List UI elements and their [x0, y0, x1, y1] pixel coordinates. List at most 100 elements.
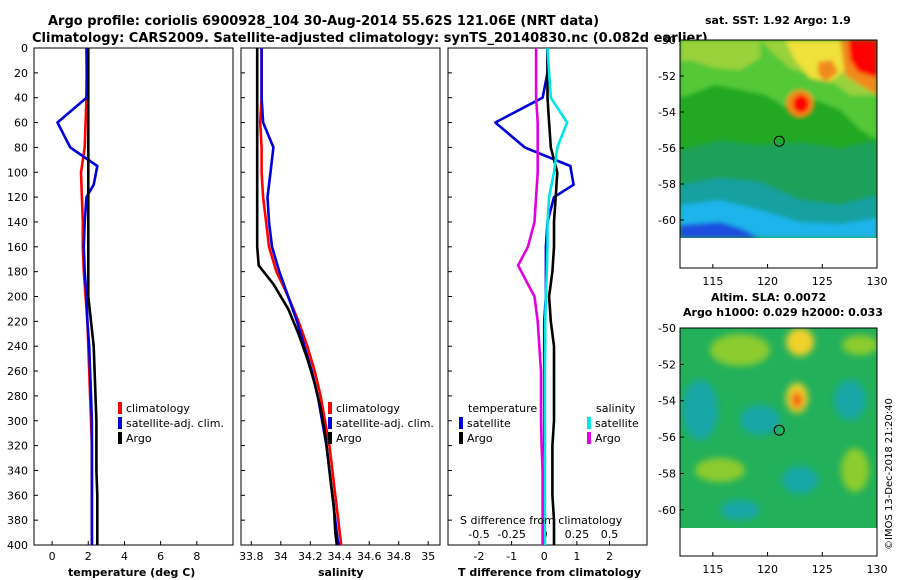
depth-tick-label: 180	[7, 266, 28, 279]
salinity-xlabel: salinity	[318, 566, 364, 579]
x-tick-label: 8	[193, 550, 200, 563]
x-tick-label: 34.8	[386, 550, 411, 563]
legend-climatology-swatch	[328, 402, 332, 414]
title-line2: Climatology: CARS2009. Satellite-adjuste…	[32, 31, 708, 46]
legend-s-argo: Argo	[595, 432, 621, 445]
depth-tick-label: 220	[7, 315, 28, 328]
legend-satellite: satellite-adj. clim.	[336, 417, 434, 430]
depth-tick-label: 380	[7, 514, 28, 527]
map-lat-label: -52	[658, 358, 676, 371]
legend-s-satellite-swatch	[587, 417, 591, 429]
depth-tick-label: 0	[21, 42, 28, 55]
sla-argo-location-marker	[773, 424, 785, 436]
map-lat-label: -54	[658, 395, 676, 408]
depth-tick-label: 100	[7, 166, 28, 179]
sla-map-title-1: Altim. SLA: 0.0072	[711, 291, 826, 304]
x-tick-label: 2	[606, 550, 613, 563]
difference-series	[493, 47, 575, 545]
map-lon-label: 130	[867, 275, 888, 288]
sst-map-title: sat. SST: 1.92 Argo: 1.9	[705, 14, 851, 27]
x-tick-label: 34	[274, 550, 288, 563]
map-lon-label: 115	[702, 275, 723, 288]
sla-map	[679, 327, 878, 557]
map-lon-label: 125	[812, 275, 833, 288]
salinity-diff-ticks: -0.5 -0.25 0 0.25 0.5	[468, 528, 618, 541]
salinity-x-ticks: 33.8 34 34.2 34.4 34.6 34.8 35	[239, 541, 435, 563]
legend-t-satellite: satellite	[467, 417, 511, 430]
depth-tick-label: 160	[7, 241, 28, 254]
legend-t-satellite-swatch	[459, 417, 463, 429]
legend-salinity-title: salinity	[596, 402, 636, 415]
s-diff-tick-label: 0.25	[565, 528, 590, 541]
map-lat-label: -60	[658, 504, 676, 517]
sst-map-ticks: 115 120 125 130 -50 -52 -54 -56 -58 -60	[658, 34, 887, 288]
map-lat-label: -50	[658, 322, 676, 335]
x-tick-label: 2	[85, 550, 92, 563]
x-tick-label: 0	[49, 550, 56, 563]
legend-satellite-swatch	[118, 417, 122, 429]
x-tick-label: 34.2	[298, 550, 323, 563]
legend-s-argo-swatch	[587, 432, 591, 444]
map-lat-label: -50	[658, 34, 676, 47]
depth-tick-label: 300	[7, 415, 28, 428]
depth-tick-label: 80	[14, 141, 28, 154]
x-tick-label: 34.4	[328, 550, 353, 563]
map-lat-label: -52	[658, 70, 676, 83]
difference-panel-frame	[447, 47, 648, 546]
x-tick-label: 0	[541, 550, 548, 563]
salinity-legend: climatology satellite-adj. clim. Argo	[328, 402, 434, 445]
depth-tick-label: 200	[7, 291, 28, 304]
depth-tick-label: 140	[7, 216, 28, 229]
legend-t-argo: Argo	[467, 432, 493, 445]
depth-tick-label: 320	[7, 440, 28, 453]
x-tick-label: 33.8	[239, 550, 264, 563]
x-tick-label: -1	[506, 550, 517, 563]
legend-argo: Argo	[126, 432, 152, 445]
difference-legend: temperature satellite Argo salinity sate…	[459, 402, 639, 445]
legend-satellite: satellite-adj. clim.	[126, 417, 224, 430]
legend-argo-swatch	[118, 432, 122, 444]
x-tick-label: 34.6	[357, 550, 382, 563]
legend-t-argo-swatch	[459, 432, 463, 444]
depth-tick-label: 400	[7, 539, 28, 552]
difference-x-ticks: -2 -1 0 1 2	[474, 541, 613, 563]
temperature-xlabel: temperature (deg C)	[68, 566, 195, 579]
sla-map-ticks: 115 120 125 130 -50 -52 -54 -56 -58 -60	[658, 322, 887, 576]
sla-map-title-2: Argo h1000: 0.029 h2000: 0.033	[683, 306, 883, 319]
map-lat-label: -54	[658, 106, 676, 119]
salinity-panel-frame	[240, 47, 441, 546]
map-lon-label: 120	[757, 275, 778, 288]
legend-climatology-swatch	[118, 402, 122, 414]
sal-series-satellite-adj-clim-	[260, 48, 340, 546]
x-tick-label: -2	[474, 550, 485, 563]
temperature-legend: climatology satellite-adj. clim. Argo	[118, 402, 224, 445]
sst-map	[679, 39, 878, 269]
map-lat-label: -60	[658, 214, 676, 227]
map-lon-label: 130	[867, 563, 888, 576]
salinity-diff-axis-label: S difference from climatology	[460, 514, 623, 527]
map-lat-label: -58	[658, 178, 676, 191]
map-lat-label: -56	[658, 142, 676, 155]
x-tick-label: 4	[121, 550, 128, 563]
depth-tick-label: 120	[7, 191, 28, 204]
depth-tick-label: 260	[7, 365, 28, 378]
temp-series-satellite-adj-clim-	[56, 47, 99, 545]
depth-tick-label: 40	[14, 92, 28, 105]
title-line1: Argo profile: coriolis 6900928_104 30-Au…	[48, 14, 599, 29]
legend-temperature-title: temperature	[468, 402, 537, 415]
x-tick-label: 6	[157, 550, 164, 563]
diff-series-salinity-argo	[516, 48, 544, 545]
depth-tick-label: 280	[7, 390, 28, 403]
legend-climatology: climatology	[336, 402, 400, 415]
difference-xlabel: T difference from climatology	[458, 566, 641, 579]
legend-satellite-swatch	[328, 417, 332, 429]
temperature-x-ticks: 0 2 4 6 8	[49, 541, 200, 563]
legend-argo: Argo	[336, 432, 362, 445]
sst-map-frame	[679, 39, 878, 269]
sst-map-field	[680, 40, 877, 238]
depth-axis: 0 20 40 60 80 100 120 140 160 180 200 220 240 260 280 3…	[7, 42, 452, 552]
temperature-panel-frame	[33, 47, 234, 546]
imos-watermark: ©IMOS 13-Dec-2018 21:20:40	[884, 398, 895, 550]
sal-series-argo	[255, 48, 339, 546]
